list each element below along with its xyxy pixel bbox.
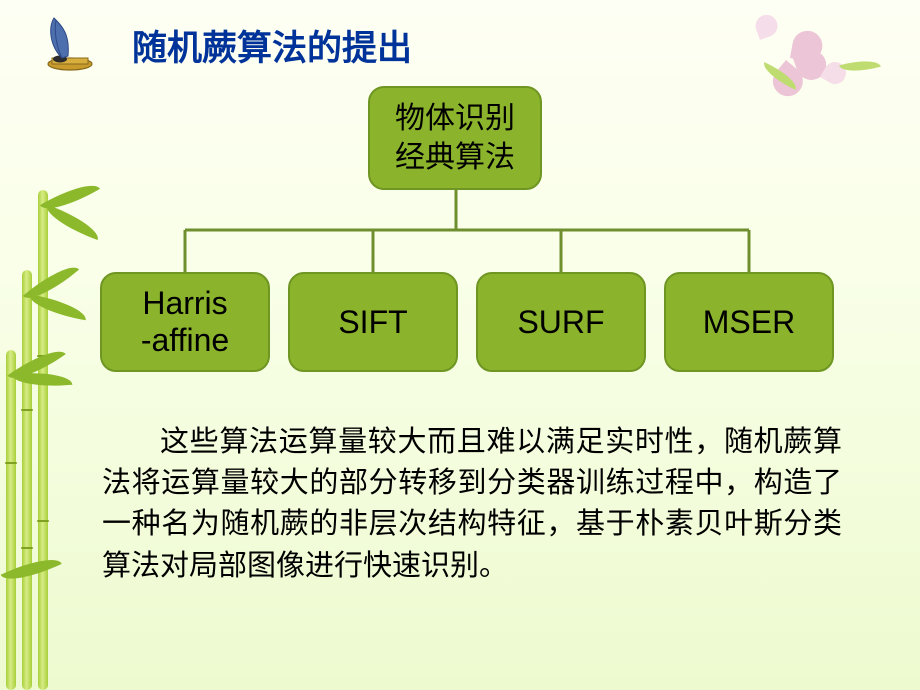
quill-pen-icon [42, 14, 102, 74]
root-line1: 物体识别 [395, 99, 515, 138]
root-node: 物体识别 经典算法 [368, 86, 542, 190]
child-node-harris-affine: Harris-affine [100, 272, 270, 372]
bamboo-decoration [0, 130, 70, 690]
connectors [100, 190, 840, 272]
child-node-sift: SIFT [288, 272, 458, 372]
page-title: 随机蕨算法的提出 [132, 20, 412, 71]
diagram-container: 物体识别 经典算法 Harris-affine SIFT SURF MSER [100, 86, 840, 396]
root-line2: 经典算法 [395, 138, 515, 177]
body-paragraph: 这些算法运算量较大而且难以满足实时性，随机蕨算法将运算量较大的部分转移到分类器训… [102, 422, 842, 587]
child-node-surf: SURF [476, 272, 646, 372]
child-node-mser: MSER [664, 272, 834, 372]
children-row: Harris-affine SIFT SURF MSER [100, 272, 834, 372]
